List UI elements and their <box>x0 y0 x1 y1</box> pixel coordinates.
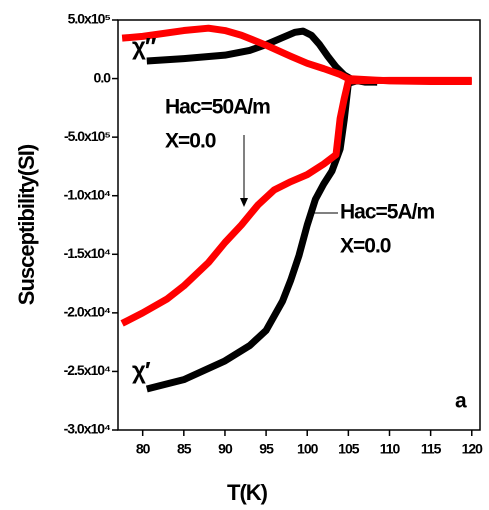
y-tick-label: -2.5x10⁴ <box>64 362 111 378</box>
data-line <box>121 24 472 85</box>
annotation: χ′ <box>132 357 151 384</box>
x-tick-label: 80 <box>136 441 151 457</box>
annotation: χ″ <box>132 33 157 60</box>
arrow-head <box>240 198 248 207</box>
y-tick-label: -3.0x10⁴ <box>64 421 111 437</box>
annotation: Hac=50A/m <box>165 96 270 119</box>
x-tick-label: 85 <box>177 441 192 457</box>
y-tick-label: -2.0x10⁴ <box>64 304 111 320</box>
annotation: X=0.0 <box>165 130 216 153</box>
y-tick-label: 5.0x10⁵ <box>68 11 111 27</box>
x-tick-label: 120 <box>462 441 484 457</box>
x-tick-label: 105 <box>338 441 360 457</box>
x-tick-label: 95 <box>259 441 274 457</box>
y-tick-label: -1.5x10⁴ <box>64 245 111 261</box>
y-tick-label: -1.0x10⁴ <box>64 186 111 202</box>
annotation: a <box>455 390 467 413</box>
plot-frame <box>117 19 481 431</box>
y-tick-label: 0.0 <box>94 69 112 85</box>
annotation: X=0.0 <box>340 235 391 258</box>
data-line <box>120 76 472 327</box>
y-tick-label: -5.0x10⁵ <box>64 128 110 144</box>
x-tick-label: 110 <box>380 441 401 457</box>
x-tick-label: 115 <box>421 441 442 457</box>
annotation: Hac=5A/m <box>340 201 434 224</box>
x-axis-label: T(K) <box>227 480 268 505</box>
y-axis-label: Susceptibility(SI) <box>14 144 39 305</box>
x-tick-label: 100 <box>297 441 319 457</box>
x-tick-label: 90 <box>218 441 233 457</box>
